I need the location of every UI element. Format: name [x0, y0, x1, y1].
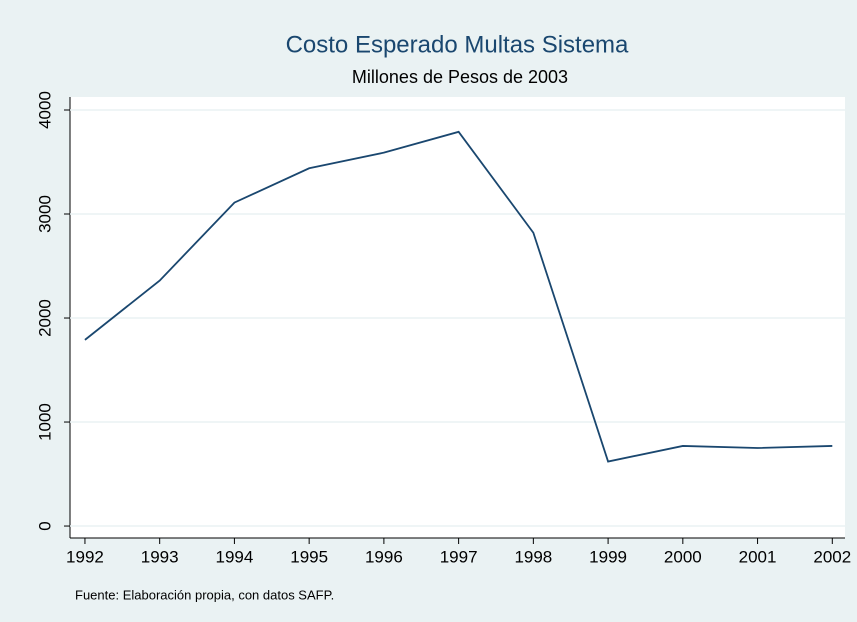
y-tick-label: 1000: [35, 403, 54, 441]
y-tick-label: 4000: [35, 91, 54, 129]
x-tick-label: 2001: [739, 547, 777, 566]
note: Fuente: Elaboración propia, con datos SA…: [75, 587, 334, 602]
x-tick-label: 1993: [141, 547, 179, 566]
y-tick-label: 3000: [35, 195, 54, 233]
x-tick-label: 1992: [66, 547, 104, 566]
x-tick-label: 1997: [440, 547, 478, 566]
x-tick-label: 1996: [365, 547, 403, 566]
x-tick-label: 1994: [216, 547, 254, 566]
x-tick-label: 1998: [514, 547, 552, 566]
x-tick-label: 2002: [813, 547, 851, 566]
x-tick-label: 2000: [664, 547, 702, 566]
y-tick-label: 0: [35, 521, 54, 530]
x-tick-label: 1999: [589, 547, 627, 566]
y-tick-label: 2000: [35, 299, 54, 337]
chart-subtitle: Millones de Pesos de 2003: [352, 67, 568, 87]
line-series: [84, 130, 833, 463]
x-tick-label: 1995: [290, 547, 328, 566]
chart-title: Costo Esperado Multas Sistema: [286, 31, 629, 58]
